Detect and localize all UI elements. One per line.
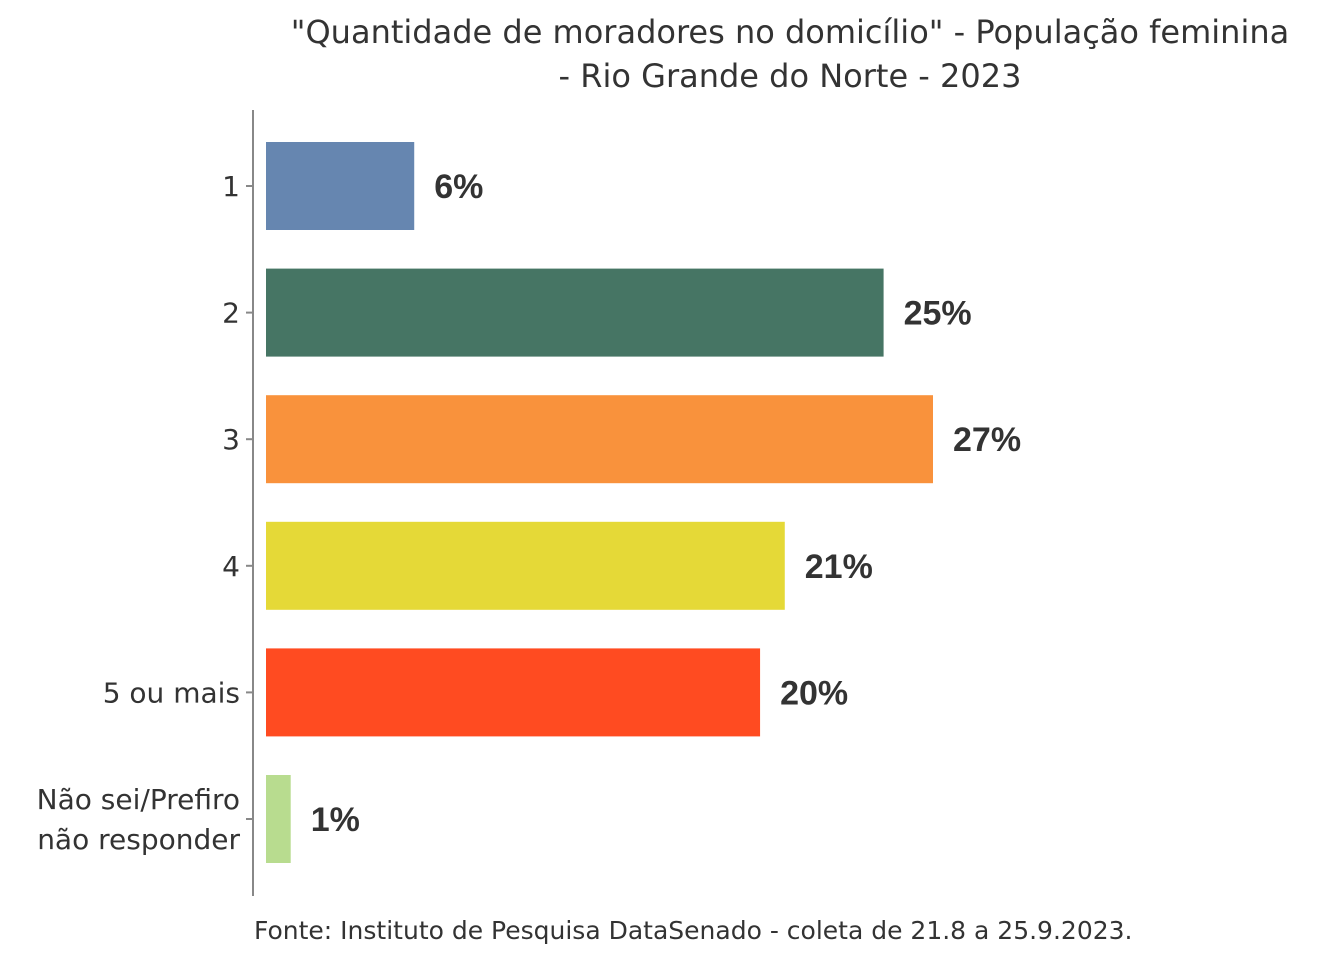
chart-title: "Quantidade de moradores no domicílio" -… (291, 13, 1289, 95)
data-label-5: 20% (780, 674, 848, 712)
y-tick-label-line: 5 ou mais (103, 676, 240, 709)
bar-5 (266, 648, 761, 737)
y-tick-label-2: 2 (222, 297, 240, 330)
bar-1 (266, 142, 415, 230)
bars-group (266, 142, 933, 863)
bar-4 (266, 521, 785, 610)
y-tick-label-line: não responder (37, 823, 240, 856)
y-tick-label-1: 1 (222, 170, 240, 203)
y-tick-label-line: 1 (222, 170, 240, 203)
chart-title-line-1: "Quantidade de moradores no domicílio" -… (291, 13, 1289, 51)
y-tick-label-4: 4 (222, 550, 240, 583)
y-tick-label-line: Não sei/Prefiro (37, 783, 240, 816)
chart-title-line-2: - Rio Grande do Norte - 2023 (559, 57, 1022, 95)
data-label-2: 25% (904, 295, 972, 333)
data-label-3: 27% (953, 421, 1021, 459)
data-labels-group: 6% 25% 27% 21% 20% 1% (311, 168, 1021, 839)
y-axis-ticks (246, 185, 253, 820)
data-label-1: 6% (434, 168, 483, 206)
data-label-4: 21% (805, 548, 873, 586)
y-tick-label-6: Não sei/Prefiro não responder (37, 783, 241, 856)
bar-6 (266, 775, 291, 863)
bar-3 (266, 395, 933, 484)
y-tick-label-5: 5 ou mais (103, 676, 240, 709)
y-tick-label-line: 2 (222, 297, 240, 330)
data-label-6: 1% (311, 801, 360, 839)
y-tick-label-3: 3 (222, 423, 240, 456)
source-caption: Fonte: Instituto de Pesquisa DataSenado … (254, 916, 1132, 945)
y-axis-tick-labels: 1 2 3 4 5 ou mais Não sei/Prefiro não responde… (37, 170, 241, 856)
y-tick-label-line: 3 (222, 423, 240, 456)
y-tick-label-line: 4 (222, 550, 240, 583)
bar-2 (266, 268, 884, 357)
